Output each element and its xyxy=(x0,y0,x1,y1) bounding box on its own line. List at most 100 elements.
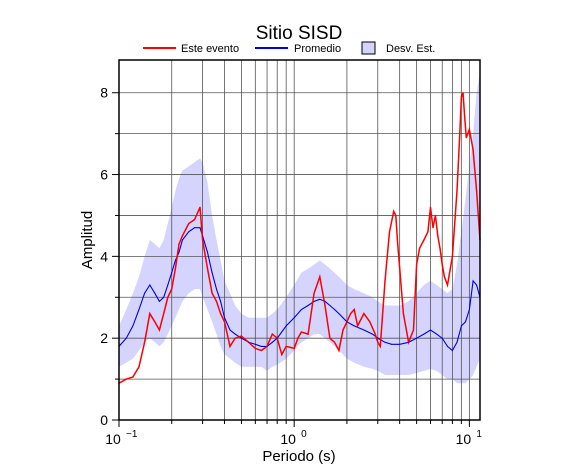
x-tick-label: 10 xyxy=(280,431,296,447)
data-point-este-evento xyxy=(163,313,165,315)
data-point-este-evento xyxy=(154,321,156,323)
data-point-promedio xyxy=(154,292,156,294)
data-point-promedio xyxy=(408,341,410,343)
data-point-promedio xyxy=(223,317,225,319)
data-point-promedio xyxy=(254,343,256,345)
data-point-promedio xyxy=(372,333,374,335)
data-point-promedio xyxy=(346,321,348,323)
data-point-este-evento xyxy=(211,292,213,294)
data-point-promedio xyxy=(199,227,201,229)
data-point-promedio xyxy=(451,349,453,351)
data-point-este-evento xyxy=(338,349,340,352)
data-point-promedio xyxy=(276,337,278,339)
data-point-este-evento xyxy=(171,288,173,290)
data-point-este-evento xyxy=(350,313,352,315)
data-point-este-evento xyxy=(439,247,441,249)
data-point-promedio xyxy=(342,317,344,319)
x-axis-ticks: 10 −1 10 0 10 1 xyxy=(105,420,482,447)
data-point-promedio xyxy=(132,325,134,327)
x-axis-label: Periodo (s) xyxy=(262,448,335,465)
chart-title: Sitio SISD xyxy=(256,23,343,44)
data-point-promedio xyxy=(391,343,393,345)
data-point-este-evento xyxy=(215,300,218,302)
grid-lines xyxy=(119,60,480,420)
data-point-este-evento xyxy=(181,235,183,237)
data-point-este-evento xyxy=(402,313,404,315)
data-point-promedio xyxy=(229,329,231,331)
data-point-este-evento xyxy=(472,149,474,151)
data-point-promedio xyxy=(384,341,386,343)
legend-label-desv-est: Desv. Est. xyxy=(386,43,435,55)
data-point-este-evento xyxy=(167,296,169,298)
data-point-este-evento xyxy=(219,313,222,315)
data-point-este-evento xyxy=(188,223,190,225)
data-point-promedio xyxy=(206,251,208,253)
data-point-este-evento xyxy=(260,349,263,352)
data-point-promedio xyxy=(125,337,127,339)
data-point-promedio xyxy=(334,309,336,311)
data-point-este-evento xyxy=(412,329,415,331)
data-point-promedio xyxy=(416,337,418,339)
data-point-este-evento xyxy=(178,243,180,245)
data-point-este-evento xyxy=(229,345,231,347)
data-point-promedio xyxy=(215,288,217,290)
data-point-promedio xyxy=(460,325,462,327)
data-point-promedio xyxy=(300,309,302,311)
data-point-promedio xyxy=(171,272,173,274)
data-point-este-evento xyxy=(427,231,429,233)
series-points-promedio xyxy=(118,227,481,351)
data-point-este-evento xyxy=(149,313,151,315)
y-tick-label: 6 xyxy=(100,167,108,183)
y-tick-label: 2 xyxy=(100,330,108,346)
data-point-promedio xyxy=(248,341,250,343)
data-point-promedio xyxy=(240,337,242,339)
data-point-este-evento xyxy=(419,247,421,249)
data-point-este-evento xyxy=(353,308,355,311)
data-point-promedio xyxy=(476,284,478,286)
data-point-este-evento xyxy=(193,218,196,221)
data-point-promedio xyxy=(234,333,236,335)
data-point-promedio xyxy=(149,284,151,286)
data-point-este-evento xyxy=(201,239,204,241)
data-point-este-evento xyxy=(158,329,160,331)
data-point-promedio xyxy=(202,235,204,237)
data-point-este-evento xyxy=(138,366,140,368)
data-point-promedio xyxy=(174,259,176,261)
data-point-este-evento xyxy=(393,210,395,212)
data-point-este-evento xyxy=(369,321,371,323)
data-point-promedio xyxy=(181,239,183,241)
plot-frame xyxy=(118,59,481,421)
y-axis-label: Amplitud xyxy=(79,211,96,269)
y-axis-ticks: 0 2 4 6 8 xyxy=(100,85,119,428)
data-point-promedio xyxy=(188,231,190,233)
data-point-este-evento xyxy=(132,376,134,378)
y-tick-label: 8 xyxy=(100,85,108,101)
data-point-promedio xyxy=(468,309,470,311)
legend-label-este-evento: Este evento xyxy=(181,43,239,55)
y-tick-label: 0 xyxy=(100,412,108,428)
data-point-promedio xyxy=(293,317,295,319)
series-line-este-evento xyxy=(118,92,481,384)
data-point-este-evento xyxy=(329,337,331,339)
data-point-este-evento xyxy=(446,284,449,286)
data-point-este-evento xyxy=(465,137,467,139)
data-point-promedio xyxy=(338,313,340,315)
data-point-promedio xyxy=(266,345,268,347)
data-point-promedio xyxy=(138,309,140,311)
data-point-este-evento xyxy=(437,235,439,237)
data-point-este-evento xyxy=(300,331,303,333)
data-point-promedio xyxy=(220,300,222,302)
data-point-este-evento xyxy=(271,333,273,335)
data-point-este-evento xyxy=(377,341,379,343)
data-point-este-evento xyxy=(143,341,146,343)
data-point-este-evento xyxy=(240,335,243,337)
data-point-este-evento xyxy=(441,263,443,266)
data-point-este-evento xyxy=(313,292,315,294)
data-point-este-evento xyxy=(333,341,336,343)
data-point-este-evento xyxy=(356,325,359,327)
plot-area xyxy=(118,59,481,421)
data-point-este-evento xyxy=(223,321,226,323)
data-point-promedio xyxy=(456,341,458,343)
data-point-promedio xyxy=(194,227,196,229)
